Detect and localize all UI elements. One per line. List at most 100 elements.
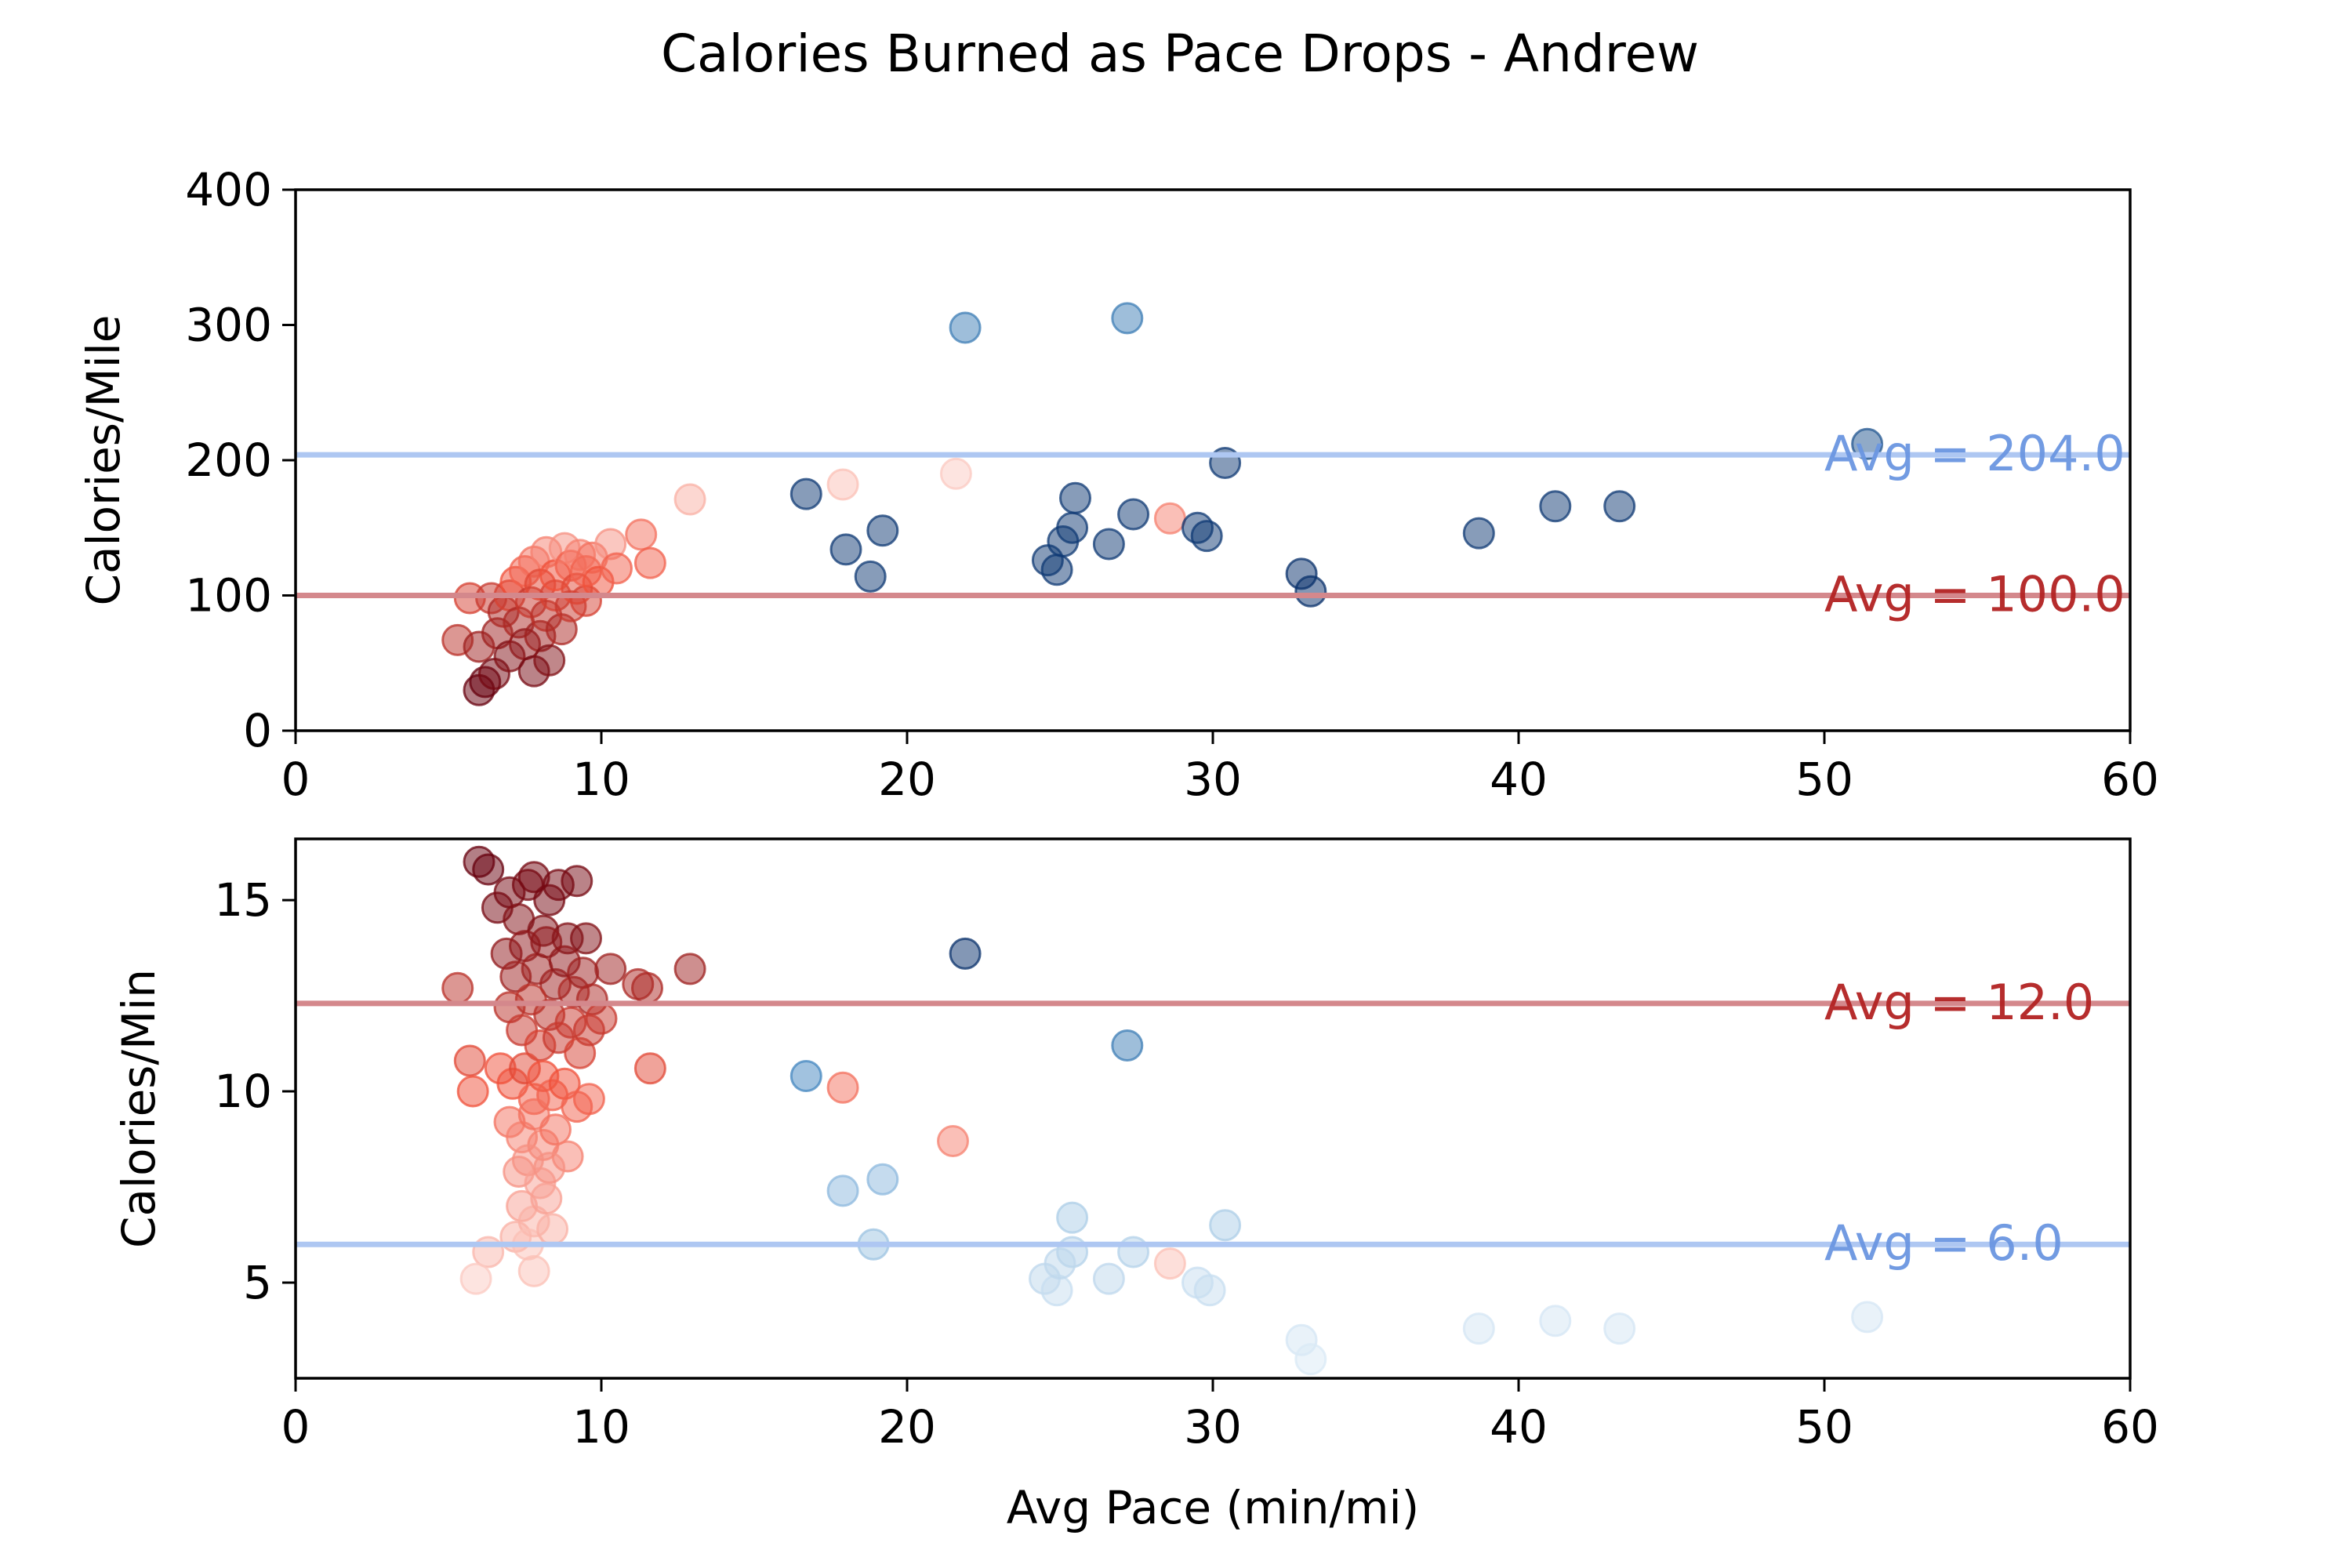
scatter-point (866, 514, 899, 547)
scatter-point (1044, 1247, 1076, 1280)
scatter-point (567, 956, 600, 989)
calories-per-min-points (441, 845, 1884, 1376)
scatter-point (1092, 528, 1125, 561)
chart-title: Calories Burned as Pace Drops - Andrew (661, 24, 1699, 84)
scatter-point (472, 1236, 505, 1269)
x-tick-label: 20 (878, 753, 936, 806)
x-tick-label: 10 (572, 1400, 630, 1454)
scatter-point (594, 953, 627, 985)
x-tick-label: 30 (1184, 753, 1242, 806)
scatter-point (453, 1044, 486, 1077)
scatter-point (1603, 490, 1636, 523)
scatter-point (1462, 1312, 1495, 1345)
x-tick-label: 0 (281, 1400, 310, 1454)
scatter-point (1040, 1274, 1073, 1307)
x-axis-label: Avg Pace (min/mi) (1007, 1481, 1420, 1534)
scatter-point (625, 518, 658, 551)
scatter-point (1092, 1262, 1125, 1295)
x-tick-label: 60 (2101, 1400, 2159, 1454)
scatter-point (1851, 427, 1884, 460)
scatter-point (459, 1262, 492, 1295)
y-tick-label: 200 (185, 434, 272, 487)
scatter-point (1059, 481, 1091, 514)
scatter-point (1117, 498, 1150, 531)
y-tick-label: 100 (185, 569, 272, 622)
scatter-point (1111, 302, 1144, 335)
y-tick-label: 10 (214, 1065, 272, 1118)
x-tick-label: 50 (1795, 1400, 1853, 1454)
scatter-point (1056, 511, 1089, 544)
scatter-point (826, 1071, 859, 1104)
average-label: Avg = 6.0 (1824, 1214, 2063, 1272)
calories-per-min-x-ticks: 0 10 20 30 40 50 60 (281, 1378, 2159, 1454)
scatter-point (1539, 1305, 1572, 1338)
y-tick-label: 400 (185, 163, 272, 216)
scatter-point (1209, 1209, 1242, 1242)
x-tick-label: 20 (878, 1400, 936, 1454)
x-tick-label: 60 (2101, 753, 2159, 806)
x-tick-label: 10 (572, 753, 630, 806)
calories-per-mile-average-lines: Avg = 204.0 Avg = 100.0 (296, 425, 2130, 623)
scatter-point (472, 853, 505, 886)
scatter-point (1539, 490, 1572, 523)
scatter-point (1190, 520, 1223, 553)
scatter-point (789, 1060, 822, 1092)
calories-per-min-average-lines: Avg = 12.0 Avg = 6.0 (296, 974, 2130, 1272)
average-label: Avg = 12.0 (1824, 974, 2094, 1031)
scatter-point (1153, 1247, 1186, 1280)
scatter-point (829, 533, 862, 566)
scatter-point (601, 552, 633, 585)
y-tick-label: 300 (185, 299, 272, 352)
x-tick-label: 30 (1184, 1400, 1242, 1454)
scatter-point (1294, 575, 1327, 608)
scatter-point (533, 1152, 566, 1185)
scatter-point (441, 971, 474, 1004)
scatter-point (633, 1052, 666, 1085)
scatter-point (789, 477, 822, 510)
scatter-point (1851, 1301, 1884, 1334)
x-tick-label: 50 (1795, 753, 1853, 806)
scatter-point (673, 953, 706, 985)
scatter-point (949, 311, 982, 344)
scatter-point (1056, 1201, 1089, 1234)
scatter-point (937, 1125, 969, 1157)
scatter-point (826, 468, 859, 501)
scatter-point (570, 922, 602, 955)
calories-per-mile-y-ticks: 0 100 200 300 400 (185, 163, 296, 757)
scatter-point (1111, 1029, 1144, 1062)
scatter-point (1117, 1236, 1150, 1269)
calories-per-min-y-axis-label: Calories/Min (112, 969, 165, 1248)
average-label: Avg = 100.0 (1824, 566, 2125, 623)
scatter-point (1294, 1343, 1327, 1376)
scatter-point (633, 546, 666, 579)
scatter-point (456, 1075, 489, 1108)
calories-per-mile-x-ticks: 0 10 20 30 40 50 60 (281, 731, 2159, 806)
scatter-point (854, 560, 887, 593)
y-tick-label: 0 (243, 704, 272, 757)
scatter-point (1153, 502, 1186, 535)
scatter-point (1040, 554, 1073, 586)
scatter-point (536, 1213, 569, 1246)
scatter-point (539, 1113, 572, 1146)
scatter-point (631, 971, 663, 1004)
scatter-point (1193, 1274, 1226, 1307)
scatter-point (673, 483, 706, 516)
scatter-point (530, 1182, 563, 1215)
scatter-point (866, 1163, 899, 1196)
x-tick-label: 40 (1490, 1400, 1548, 1454)
scatter-point (1462, 517, 1495, 550)
scatter-point (1603, 1312, 1636, 1345)
scatter-point (826, 1174, 859, 1207)
calories-per-mile-points (441, 302, 1884, 706)
scatter-point (939, 457, 972, 490)
x-tick-label: 0 (281, 753, 310, 806)
scatter-point (517, 1254, 550, 1287)
scatter-point (561, 865, 593, 898)
y-tick-label: 5 (243, 1256, 272, 1309)
y-tick-label: 15 (214, 873, 272, 927)
scatter-point (949, 937, 982, 970)
calories-per-mile-panel: Avg = 204.0 Avg = 100.0 0 10 20 30 40 50 60 0 10… (77, 163, 2159, 806)
average-label: Avg = 204.0 (1824, 425, 2125, 482)
